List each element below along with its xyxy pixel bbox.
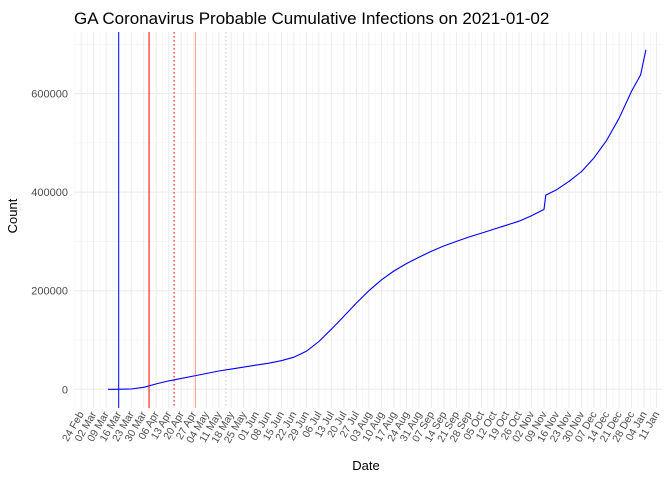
x-axis-title: Date	[352, 458, 379, 473]
series-layer	[108, 49, 647, 390]
y-tick-label: 0	[62, 384, 68, 396]
y-axis-ticks: 0 200000 400000 600000	[31, 89, 68, 397]
y-tick-label: 400000	[31, 187, 68, 199]
y-tick-label: 600000	[31, 89, 68, 101]
y-axis-title: Count	[5, 198, 20, 233]
grid	[74, 32, 662, 408]
y-tick-label: 200000	[31, 286, 68, 298]
series-line	[108, 49, 647, 390]
reference-lines	[118, 32, 227, 408]
chart-title: GA Coronavirus Probable Cumulative Infec…	[74, 9, 549, 28]
